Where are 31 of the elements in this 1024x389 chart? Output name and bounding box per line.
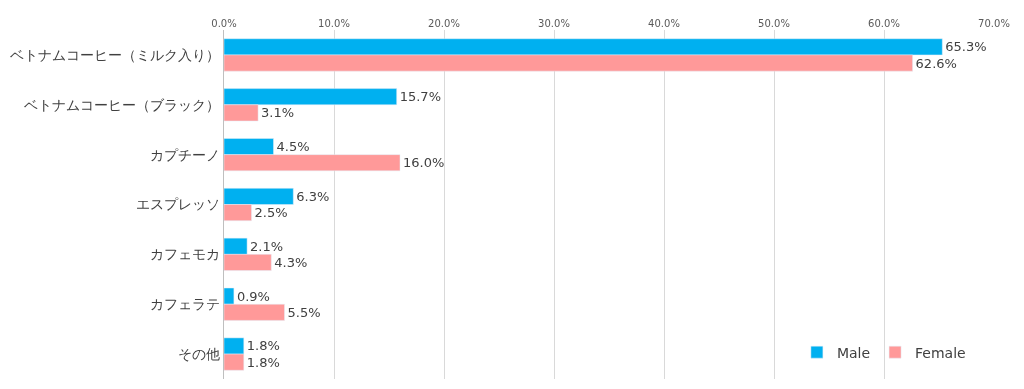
y-tick-label: カフェラテ [150, 296, 221, 313]
x-tick-label: 50.0% [758, 18, 790, 29]
data-label: 6.3% [296, 188, 330, 204]
x-tick-label: 0.0% [211, 18, 237, 29]
y-tick-label: ベトナムコーヒー（ミルク入り） [10, 46, 221, 63]
data-label: 2.5% [254, 205, 288, 221]
y-tick-label: カプチーノ [150, 146, 221, 163]
x-tick-label: 70.0% [978, 18, 1010, 29]
data-label: 62.6% [915, 55, 957, 71]
data-label: 4.3% [274, 254, 308, 270]
data-label: 15.7% [399, 89, 442, 105]
y-tick-label: ベトナムコーヒー（ブラック） [24, 96, 221, 113]
legend-label: Male [836, 344, 871, 361]
data-label: 1.8% [246, 354, 280, 370]
legend-label: Female [915, 344, 966, 361]
x-tick-label: 20.0% [428, 18, 460, 29]
data-label: 4.5% [276, 139, 310, 155]
x-tick-label: 30.0% [538, 18, 570, 29]
data-label: 16.0% [403, 155, 445, 171]
x-tick-label: 40.0% [648, 18, 680, 29]
x-tick-label: 10.0% [318, 18, 350, 29]
y-tick-label: その他 [178, 345, 221, 362]
data-label: 5.5% [287, 304, 321, 320]
x-tick-label: 60.0% [868, 18, 900, 29]
y-tick-label: カフェモカ [150, 246, 221, 263]
data-label: 3.1% [261, 105, 295, 121]
data-label: 2.1% [250, 238, 284, 254]
data-label: 1.8% [246, 338, 280, 354]
data-label: 0.9% [236, 288, 270, 304]
y-tick-label: エスプレッソ [136, 196, 221, 213]
data-label: 65.3% [945, 39, 987, 55]
